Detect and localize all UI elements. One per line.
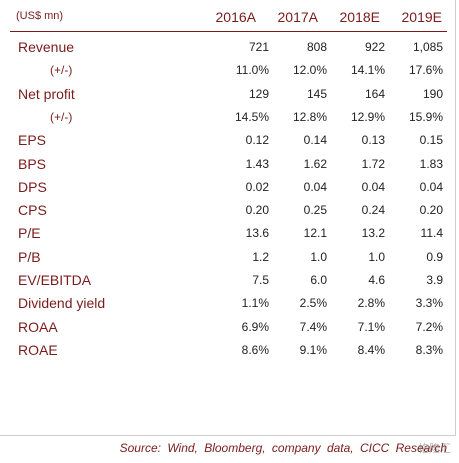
table-row: Net profit 129 145 164 190 [0, 86, 459, 109]
table-row: EPS 0.12 0.14 0.13 0.15 [0, 132, 459, 155]
table-cell: 164 [364, 86, 385, 101]
table-cell: 3.3% [415, 296, 443, 311]
table-cell: 8.3% [415, 342, 443, 357]
unit-label: (US$ mn) [16, 10, 64, 22]
table-cell: 7.2% [415, 319, 443, 334]
table-cell: 1.62 [303, 156, 327, 171]
table-cell: 1.0 [368, 249, 385, 264]
table-cell: 0.04 [419, 179, 443, 194]
table-cell: 8.6% [241, 342, 269, 357]
table-cell: 1.83 [419, 156, 443, 171]
row-label: BPS [18, 155, 47, 172]
header-divider [10, 31, 447, 32]
table-cell: 145 [306, 86, 327, 101]
table-cell: 1,085 [412, 40, 443, 54]
table-cell: 14.5% [234, 109, 269, 124]
table-row: Revenue 721 808 922 1,085 [0, 39, 459, 62]
table-cell: 0.14 [303, 133, 327, 148]
table-row: ROAE 8.6% 9.1% 8.4% 8.3% [0, 342, 459, 365]
table-cell: 0.20 [419, 203, 443, 218]
row-label: EV/EBITDA [18, 272, 92, 288]
row-label: CPS [18, 202, 47, 219]
table-cell: 13.2 [361, 226, 385, 241]
table-cell: 0.25 [303, 203, 327, 218]
row-label: Dividend yield [18, 295, 106, 312]
table-header: (US$ mn) 2016A 2017A 2018E 2019E [0, 0, 459, 31]
watermark: 格隆汇 [418, 443, 451, 455]
table-row: ROAA 6.9% 7.4% 7.1% 7.2% [0, 319, 459, 342]
table-cell: 13.6 [245, 226, 269, 241]
table-cell: 721 [248, 40, 269, 54]
table-cell: 6.0 [310, 273, 327, 287]
table-cell: 2.5% [299, 296, 327, 311]
table-cell: 14.1% [350, 63, 385, 78]
table-cell: 9.1% [299, 342, 327, 357]
source-note: Source: Wind, Bloomberg, company data, C… [119, 441, 447, 455]
table-cell: 1.2 [252, 249, 269, 264]
bottom-border [0, 435, 456, 436]
row-label: ROAA [18, 318, 58, 335]
table-cell: 11.0% [235, 63, 269, 78]
table-row: P/E 13.6 12.1 13.2 11.4 [0, 225, 459, 248]
table-cell: 0.04 [361, 179, 385, 194]
table-row: CPS 0.20 0.25 0.24 0.20 [0, 202, 459, 225]
column-header-2016a: 2016A [215, 9, 256, 25]
table-cell: 0.24 [361, 203, 385, 218]
table-cell: 3.9 [426, 273, 443, 287]
table-cell: 1.72 [361, 156, 385, 171]
table-cell: 7.4% [299, 319, 327, 334]
table-cell: 15.9% [408, 109, 443, 124]
table-cell: 0.9 [426, 249, 443, 264]
table-cell: 7.5 [252, 273, 269, 287]
table-row: P/B 1.2 1.0 1.0 0.9 [0, 249, 459, 272]
row-label: DPS [18, 178, 47, 195]
row-label: P/E [18, 225, 41, 242]
table-cell: 4.6 [368, 273, 385, 287]
table-cell: 8.4% [357, 342, 385, 357]
row-label: (+/-) [50, 63, 73, 78]
table-row: BPS 1.43 1.62 1.72 1.83 [0, 156, 459, 179]
table-row: Dividend yield 1.1% 2.5% 2.8% 3.3% [0, 295, 459, 318]
table-cell: 190 [422, 86, 443, 101]
table-cell: 0.02 [245, 179, 269, 194]
table-cell: 11.4 [420, 226, 443, 241]
table-cell: 922 [364, 40, 385, 54]
table-cell: 808 [306, 40, 327, 54]
table-cell: 1.1% [241, 296, 269, 311]
table-cell: 2.8% [357, 296, 385, 311]
table-cell: 12.8% [292, 109, 327, 124]
row-label: EPS [18, 132, 47, 149]
table-cell: 12.9% [350, 109, 385, 124]
table-cell: 1.43 [245, 156, 269, 171]
table-cell: 0.15 [419, 133, 443, 148]
row-label: ROAE [18, 341, 58, 358]
table-cell: 0.13 [361, 133, 385, 148]
table-row: (+/-) 11.0% 12.0% 14.1% 17.6% [0, 62, 459, 85]
table-row: DPS 0.02 0.04 0.04 0.04 [0, 179, 459, 202]
table-cell: 12.1 [303, 226, 327, 241]
column-header-2019e: 2019E [401, 9, 442, 25]
table-cell: 7.1% [357, 319, 385, 334]
row-label: Revenue [18, 39, 75, 55]
table-cell: 1.0 [310, 249, 327, 264]
table-cell: 0.04 [303, 179, 327, 194]
table-row: EV/EBITDA 7.5 6.0 4.6 3.9 [0, 272, 459, 295]
column-header-2018e: 2018E [339, 9, 380, 25]
table-cell: 0.12 [245, 133, 269, 148]
row-label: Net profit [18, 85, 75, 102]
table-cell: 6.9% [241, 319, 269, 334]
table-cell: 129 [248, 86, 269, 101]
table-cell: 17.6% [408, 63, 443, 78]
row-label: (+/-) [50, 109, 73, 124]
row-label: P/B [18, 248, 41, 265]
table-cell: 0.20 [245, 203, 269, 218]
column-header-2017a: 2017A [277, 9, 318, 25]
right-border [455, 0, 456, 436]
table-row: (+/-) 14.5% 12.8% 12.9% 15.9% [0, 109, 459, 132]
table-cell: 12.0% [292, 63, 327, 78]
